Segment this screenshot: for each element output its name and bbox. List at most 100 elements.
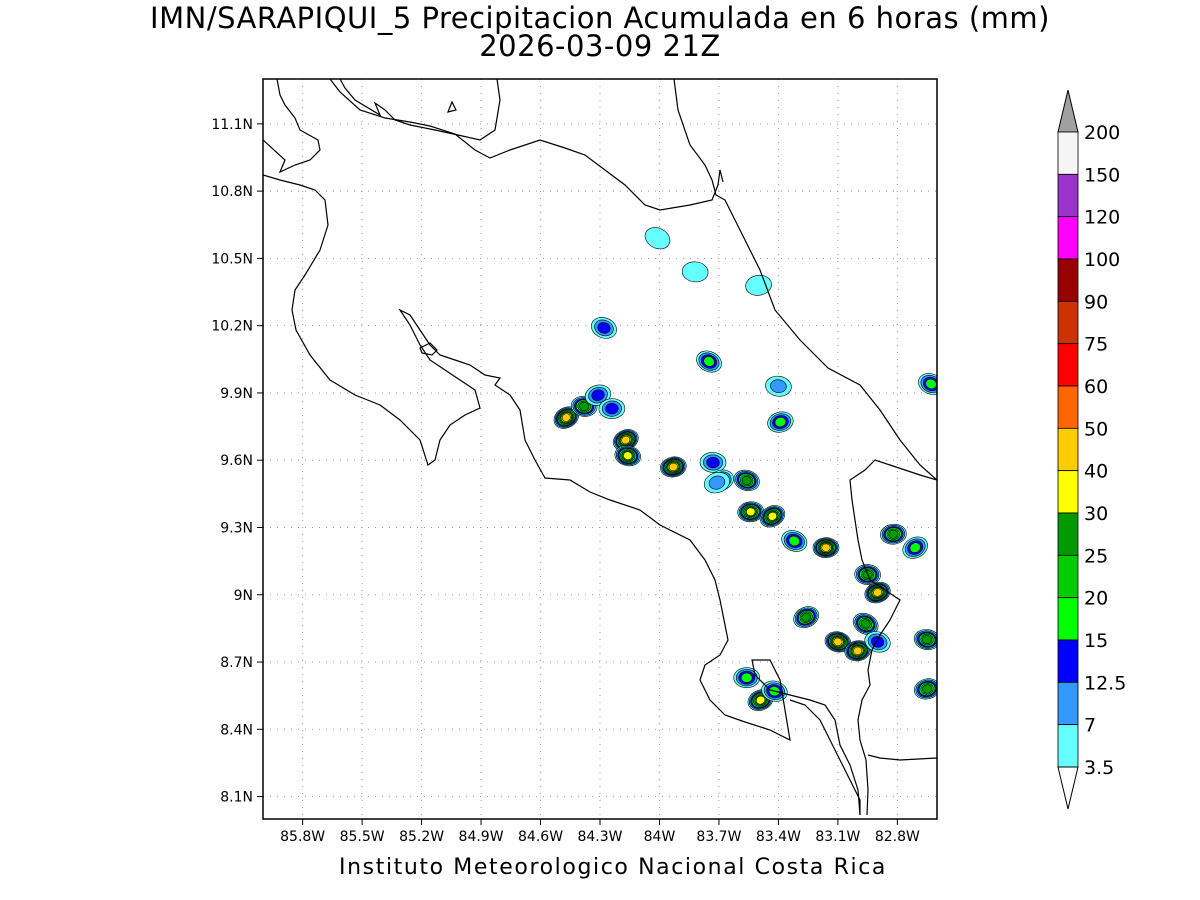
colorbar-label: 7 — [1084, 715, 1096, 737]
rain-contour-level — [681, 261, 709, 283]
lat-tick-label: 8.7N — [220, 655, 253, 671]
colorbar-label: 30 — [1084, 503, 1108, 525]
rain-contour-level — [703, 356, 715, 367]
rain-cell — [793, 606, 820, 629]
rain-contour-level — [801, 612, 812, 622]
rain-cell — [812, 537, 840, 558]
colorbar-swatch — [1057, 173, 1079, 218]
colorbar-swatch — [1057, 385, 1079, 429]
southern-coast — [867, 754, 937, 761]
colorbar-swatch — [1057, 131, 1079, 175]
colorbar-swatch — [1057, 470, 1079, 514]
rain-contour-level — [644, 227, 671, 250]
rain-contour-level — [591, 389, 605, 401]
rainfall-contours — [553, 227, 937, 711]
rain-contour-level — [706, 456, 720, 469]
lat-tick-label: 9.9N — [220, 386, 253, 402]
panama-border-line — [849, 459, 937, 816]
lon-tick-label: 83.1W — [815, 829, 860, 845]
rain-contour-level — [597, 322, 611, 334]
rain-cell — [902, 536, 928, 559]
colorbar-label: 100 — [1084, 249, 1120, 271]
colorbar-label: 15 — [1084, 630, 1108, 652]
pacific-coastline — [263, 174, 861, 816]
lat-tick-label: 10.2N — [211, 319, 253, 335]
rain-contour-level — [853, 646, 863, 656]
san-juan-river-line — [339, 79, 501, 141]
rain-contour-level — [788, 535, 800, 547]
colorbar-swatch — [1057, 639, 1079, 683]
rain-contour-level — [561, 413, 571, 422]
lat-tick-label: 8.4N — [220, 722, 253, 738]
colorbar-label: 3.5 — [1084, 757, 1114, 779]
lat-tick-label: 9.6N — [220, 453, 253, 469]
lon-tick-label: 84W — [644, 829, 676, 845]
rain-cell — [733, 469, 760, 491]
rain-contour-level — [740, 672, 753, 683]
lon-tick-label: 85.8W — [280, 829, 325, 845]
rain-cell — [918, 373, 937, 395]
colorbar-label: 75 — [1084, 334, 1108, 356]
rain-contour-level — [708, 475, 726, 490]
colorbar-swatch — [1057, 512, 1079, 556]
map-subtitle-datetime: 2026-03-09 21Z — [479, 29, 721, 63]
rain-contour-level — [605, 403, 619, 415]
colorbar-legend: 200 150 120 100 90 75 60 50 40 30 25 20 15 12.5 7 3.5 — [1057, 89, 1126, 810]
rain-contour-level — [821, 543, 831, 552]
rain-cell — [745, 274, 772, 296]
colorbar-label: 20 — [1084, 588, 1108, 610]
lat-tick-label: 9.3N — [220, 520, 253, 536]
colorbar-swatch — [1057, 343, 1079, 387]
coastline-borders — [263, 79, 937, 816]
rain-cell — [553, 406, 579, 429]
rain-contour-level — [873, 588, 883, 597]
lon-tick-label: 83.7W — [696, 829, 741, 845]
rain-cell — [681, 261, 709, 283]
rain-cell — [844, 640, 871, 662]
rain-contour-level — [745, 274, 772, 296]
colorbar-label: 150 — [1084, 164, 1120, 186]
rain-contour-level — [767, 511, 778, 521]
footer-institution: Instituto Meteorologico Nacional Costa R… — [339, 855, 887, 880]
lon-tick-label: 83.4W — [756, 829, 801, 845]
map-grid — [263, 79, 937, 819]
rain-cell — [781, 530, 808, 552]
plot-frame — [262, 78, 938, 820]
rain-cell — [852, 612, 879, 635]
lon-tick-label: 85.5W — [340, 829, 385, 845]
rain-contour-level — [668, 462, 678, 472]
small-island — [447, 100, 457, 113]
rain-contour-level — [888, 529, 899, 539]
lon-tick-label: 84.6W — [518, 829, 563, 845]
rain-cell — [591, 317, 617, 339]
lat-tick-label: 10.5N — [211, 251, 253, 267]
rain-contour-level — [755, 695, 766, 705]
colorbar-swatch — [1057, 724, 1079, 768]
colorbar-label: 25 — [1084, 545, 1108, 567]
rain-cell — [913, 678, 937, 700]
rain-cell — [614, 445, 641, 467]
rain-cell — [703, 472, 731, 494]
northern-border-line — [263, 79, 724, 211]
rain-contour-level — [745, 507, 756, 517]
rain-cell — [733, 667, 760, 689]
lat-tick-label: 11.1N — [211, 117, 253, 133]
colorbar-label: 12.5 — [1084, 672, 1126, 694]
lon-tick-label: 84.9W — [459, 829, 504, 845]
colorbar-label: 200 — [1084, 122, 1120, 144]
rain-contour-level — [922, 684, 933, 694]
rain-cell — [767, 411, 794, 433]
rain-contour-level — [833, 637, 843, 647]
lat-tick-label: 8.1N — [220, 790, 253, 806]
rain-cell — [644, 227, 671, 250]
colorbar-label: 40 — [1084, 461, 1108, 483]
colorbar-swatch — [1057, 216, 1079, 260]
rain-cell — [880, 523, 907, 545]
rain-contour-level — [925, 378, 937, 390]
rain-cell — [913, 629, 937, 650]
rain-contour-level — [741, 475, 752, 485]
caribbean-coastline — [673, 79, 937, 481]
rain-cell — [612, 429, 639, 451]
lon-tick-label: 82.8W — [875, 829, 920, 845]
